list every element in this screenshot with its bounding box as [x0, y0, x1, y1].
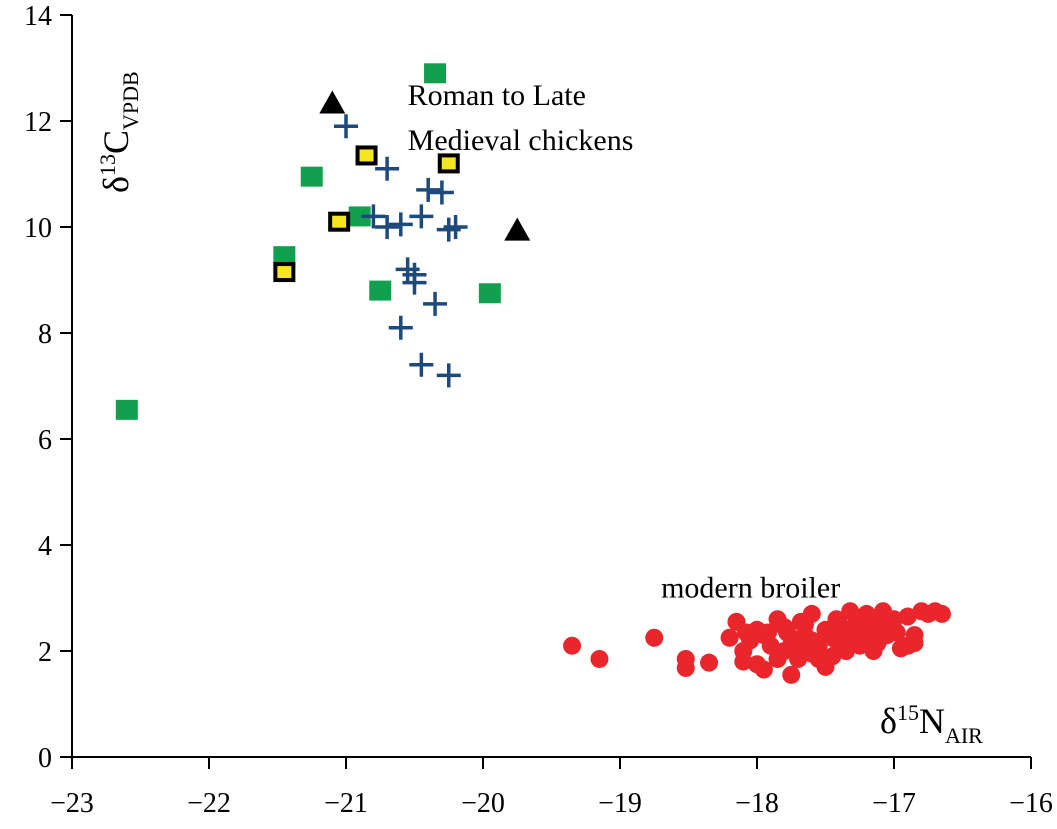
- circle-point: [802, 631, 821, 650]
- plus-point: [388, 212, 413, 237]
- annotation-modern-broiler: modern broiler: [661, 571, 840, 604]
- circle-point: [768, 610, 787, 629]
- circle-point: [700, 653, 719, 672]
- plus-point: [334, 114, 358, 139]
- circle-point: [590, 649, 609, 668]
- circle-point: [830, 615, 849, 634]
- circle-point: [778, 623, 797, 642]
- circle-point: [837, 642, 856, 660]
- y-axis-ticks: 0 2 4 6 8 10 12 14: [24, 1, 72, 774]
- plus-point: [388, 315, 413, 340]
- plus-point: [436, 363, 461, 388]
- annotation-roman-medieval: Roman to Late Medieval chickens: [408, 79, 634, 157]
- circle-point: [898, 607, 917, 626]
- square-point: [348, 206, 371, 227]
- circle-point: [734, 652, 753, 671]
- axes: [71, 15, 1031, 758]
- x-tick-label: −17: [872, 788, 916, 819]
- outlined-square-point: [273, 262, 296, 283]
- y-tick-label: 10: [24, 213, 52, 244]
- x-tick-label: −18: [735, 788, 779, 819]
- plus-point: [375, 215, 400, 239]
- data-points: [115, 63, 951, 684]
- x-tick-label: −19: [598, 788, 642, 819]
- annotation-line: Medieval chickens: [408, 124, 634, 157]
- outlined-square-point: [355, 145, 378, 166]
- triangle-point: [319, 90, 346, 114]
- x-tick-label: −23: [50, 788, 94, 819]
- square-point: [478, 283, 501, 304]
- y-tick-label: 14: [24, 1, 52, 32]
- circle-point: [789, 649, 808, 668]
- plus-point: [423, 291, 448, 316]
- y-tick-label: 8: [38, 319, 52, 350]
- plus-point: [429, 180, 454, 205]
- circle-point: [645, 628, 664, 647]
- circle-point: [905, 634, 924, 653]
- square-point: [273, 246, 296, 267]
- plus-point: [409, 204, 434, 229]
- circle-point: [932, 604, 951, 623]
- square-point: [424, 63, 447, 84]
- circle-point: [676, 658, 695, 677]
- y-tick-label: 0: [38, 743, 52, 774]
- circle-point: [809, 649, 828, 668]
- square-point: [300, 166, 323, 187]
- y-tick-label: 6: [38, 425, 52, 456]
- x-axis-ticks: −23 −22 −21 −20 −19 −18 −17 −16: [50, 757, 1053, 819]
- plus-point: [416, 177, 441, 202]
- circle-point: [795, 615, 814, 634]
- circle-point: [782, 665, 801, 684]
- square-point: [115, 399, 138, 420]
- outlined-square-point: [328, 211, 351, 232]
- annotation-line: Roman to Late: [408, 79, 586, 112]
- circle-point: [563, 636, 582, 655]
- outlined-square-point: [437, 153, 460, 174]
- y-axis-title: δ13CVPDB: [95, 71, 143, 193]
- x-tick-label: −22: [187, 788, 231, 819]
- y-tick-label: 12: [24, 107, 52, 138]
- y-tick-label: 2: [38, 637, 52, 668]
- circle-point: [878, 615, 897, 634]
- x-tick-label: −16: [1009, 788, 1053, 819]
- circle-point: [823, 647, 842, 666]
- triangle-point: [504, 217, 531, 241]
- x-tick-label: −20: [461, 788, 505, 819]
- plus-point: [375, 156, 400, 181]
- y-tick-label: 4: [38, 531, 52, 562]
- square-point: [369, 280, 392, 301]
- circle-point: [775, 642, 794, 660]
- circle-point: [720, 628, 739, 647]
- x-tick-label: −21: [324, 788, 368, 819]
- x-axis-title: δ15NAIR: [880, 700, 983, 748]
- plus-point: [361, 204, 386, 229]
- circle-point: [737, 623, 756, 642]
- annotation-line: modern broiler: [661, 571, 840, 604]
- circle-point: [864, 642, 883, 660]
- plus-point: [443, 215, 468, 239]
- circle-point: [850, 626, 869, 645]
- plus-point: [402, 270, 427, 295]
- plus-point: [409, 352, 434, 377]
- circle-point: [754, 660, 773, 679]
